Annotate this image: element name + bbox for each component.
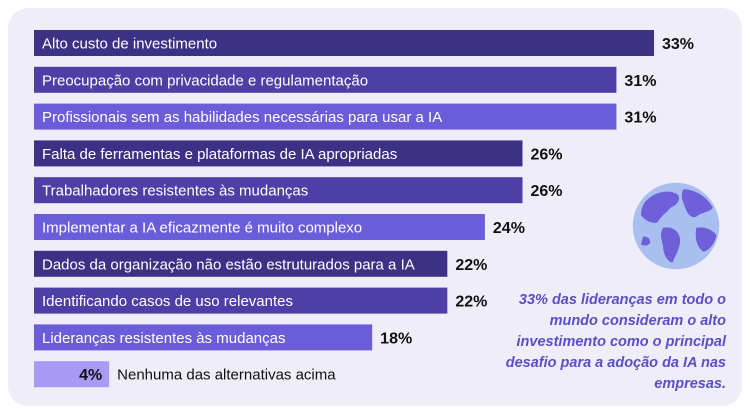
bar-value-label: 31% — [624, 110, 656, 127]
bar — [34, 250, 448, 277]
bar — [34, 140, 523, 167]
bar-value-label: 18% — [380, 330, 412, 347]
bar — [34, 177, 523, 204]
bar-value-label: 22% — [455, 294, 487, 311]
bar — [34, 287, 448, 314]
bar — [34, 30, 654, 56]
bar-value-label: 4% — [79, 367, 102, 384]
bar-value-label: 26% — [530, 183, 562, 200]
bar-value-label: 22% — [455, 257, 487, 274]
bar-category-label: Lideranças resistentes às mudanças — [42, 330, 285, 347]
bar — [34, 324, 373, 351]
bar-category-label: Profissionais sem as habilidades necessá… — [42, 109, 442, 126]
bar — [34, 66, 617, 93]
bar-category-label: Trabalhadores resistentes às mudanças — [42, 183, 308, 200]
bar-category-label: Preocupação com privacidade e regulament… — [42, 72, 368, 89]
bar-value-label: 24% — [493, 220, 525, 237]
bar-value-label: 33% — [662, 36, 694, 53]
bar — [34, 103, 617, 130]
callout-text: 33% das lideranças em todo o mundo consi… — [505, 292, 726, 392]
bar-value-label: 26% — [530, 146, 562, 163]
bar-value-label: 31% — [624, 73, 656, 90]
globe-icon — [632, 182, 720, 270]
bar-category-label: Nenhuma das alternativas acima — [117, 367, 336, 384]
bar-category-label: Identificando casos de uso relevantes — [42, 293, 293, 310]
bar — [34, 361, 110, 388]
bar-category-label: Implementar a IA eficazmente é muito com… — [42, 220, 362, 237]
bar-category-label: Dados da organização não estão estrutura… — [42, 256, 415, 273]
bar-category-label: Alto custo de investimento — [42, 36, 217, 53]
bar-category-label: Falta de ferramentas e plataformas de IA… — [42, 146, 397, 163]
bar — [34, 214, 485, 240]
